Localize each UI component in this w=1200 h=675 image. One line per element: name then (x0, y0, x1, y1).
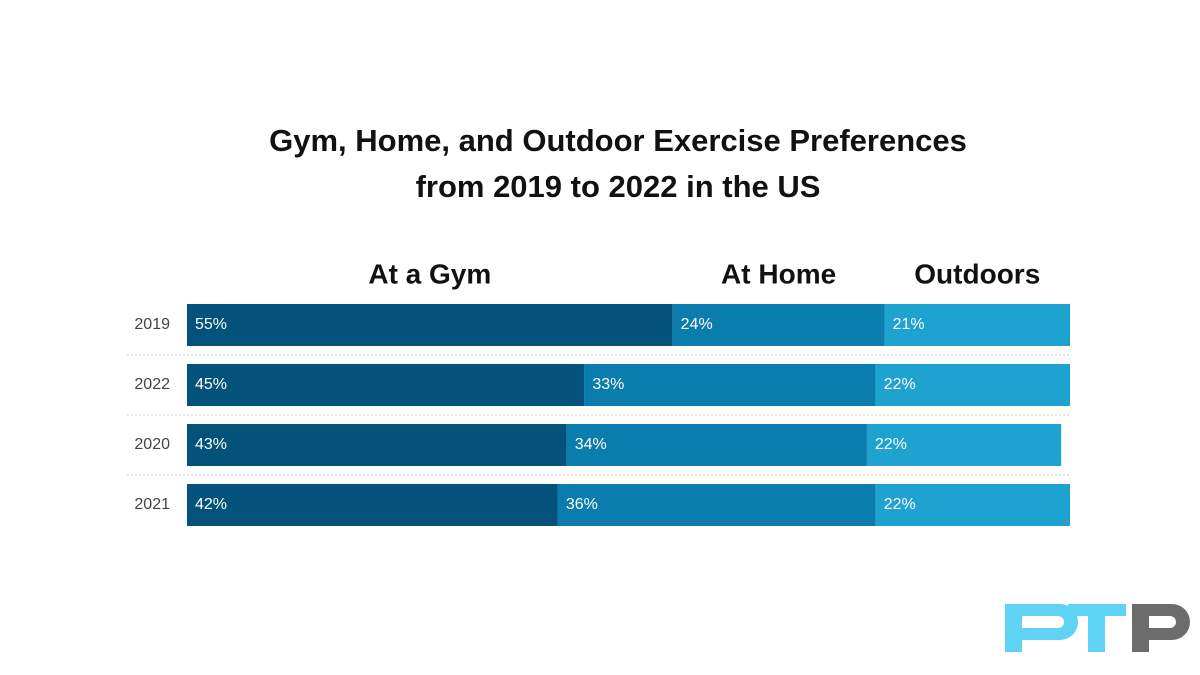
data-label: 45% (195, 376, 227, 393)
bar-segment (557, 484, 876, 526)
legend-label: Outdoors (914, 258, 1040, 289)
legend-label: At a Gym (368, 258, 491, 289)
bar-segment (884, 304, 1070, 346)
bar-segment (875, 364, 1070, 406)
bar-segment (187, 484, 558, 526)
data-label: 21% (893, 316, 925, 333)
data-label: 36% (566, 496, 598, 513)
chart-title: Gym, Home, and Outdoor Exercise Preferen… (269, 123, 967, 204)
data-label: 22% (875, 436, 907, 453)
bar-segment (584, 364, 876, 406)
bar-segment (672, 304, 885, 346)
data-label: 22% (884, 376, 916, 393)
bar-segment (187, 304, 673, 346)
legend-label: At Home (721, 258, 836, 289)
data-label: 55% (195, 316, 227, 333)
bar-segment (187, 364, 585, 406)
bar-segment (566, 424, 867, 466)
y-tick-label: 2022 (134, 376, 170, 393)
bar-segment (187, 424, 567, 466)
logo (1005, 604, 1190, 652)
data-label: 22% (884, 496, 916, 513)
logo-t (1068, 604, 1126, 652)
data-label: 24% (681, 316, 713, 333)
logo-p (1005, 604, 1078, 652)
data-label: 34% (575, 436, 607, 453)
data-label: 43% (195, 436, 227, 453)
data-label: 33% (592, 376, 624, 393)
bar-segment (866, 424, 1062, 466)
data-label: 42% (195, 496, 227, 513)
y-tick-label: 2021 (134, 496, 170, 513)
y-tick-label: 2019 (134, 316, 170, 333)
y-tick-label: 2020 (134, 436, 170, 453)
bar-segment (875, 484, 1070, 526)
logo-p2 (1132, 604, 1190, 652)
